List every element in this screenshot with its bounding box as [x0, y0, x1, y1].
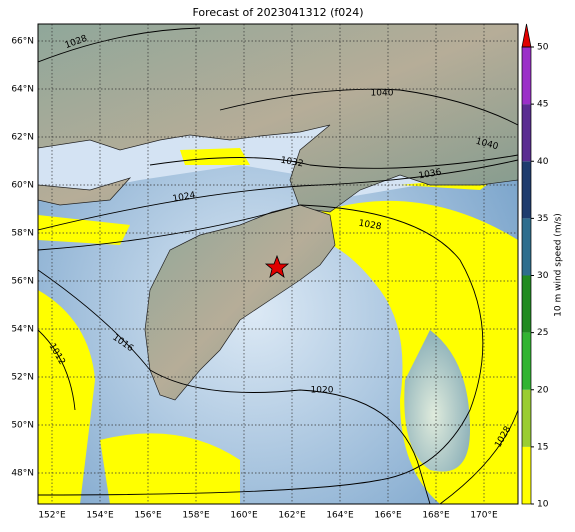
colorbar-tick-label: 30	[537, 271, 549, 281]
map-frame	[37, 23, 519, 505]
lat-label: 60°N	[11, 181, 34, 191]
lon-label: 162°E	[278, 511, 306, 521]
colorbar-segment	[522, 446, 531, 504]
colorbar-tick-label: 25	[537, 328, 548, 338]
isobar-label: 1028	[358, 219, 383, 233]
lon-label: 158°E	[182, 511, 210, 521]
lon-label: 164°E	[326, 511, 354, 521]
wind-area	[100, 433, 240, 504]
lon-label: 156°E	[134, 511, 162, 521]
lon-label: 160°E	[230, 511, 258, 521]
lat-label: 52°N	[11, 373, 34, 383]
isobar-label: 1032	[280, 156, 304, 170]
lon-label: 152°E	[38, 511, 66, 521]
colorbar-segment	[522, 104, 531, 162]
mainland	[38, 24, 518, 213]
colorbar-extend	[521, 23, 532, 48]
isobar-label: 1020	[311, 386, 334, 396]
colorbar-segment	[522, 332, 531, 390]
title: Forecast of 2023041312 (f024)	[192, 6, 363, 19]
lon-label: 170°E	[470, 511, 498, 521]
colorbar-tick-label: 10	[537, 500, 549, 510]
lat-label: 66°N	[11, 37, 34, 47]
isobars	[38, 27, 518, 504]
lat-label: 50°N	[11, 421, 34, 431]
location-star	[264, 254, 290, 278]
lat-label: 56°N	[11, 277, 34, 287]
colorbar-label: 10 m wind speed (m/s)	[554, 213, 564, 317]
colorbar-tick-label: 40	[537, 157, 549, 167]
kamchatka	[144, 204, 336, 401]
isobar-label: 1036	[418, 168, 443, 182]
colorbar-tick-label: 35	[537, 214, 548, 224]
lat-label: 54°N	[11, 325, 34, 335]
colorbar-tick-label: 50	[537, 43, 549, 53]
isobar-label: 1040	[371, 89, 394, 99]
lon-label: 168°E	[422, 511, 450, 521]
lat-label: 64°N	[11, 85, 34, 95]
isobar-label: 1024	[172, 191, 197, 205]
graticule	[38, 24, 518, 504]
lon-label: 154°E	[86, 511, 114, 521]
colorbar-segment	[522, 218, 531, 276]
lat-label: 62°N	[11, 133, 34, 143]
colorbar-segment	[522, 47, 531, 105]
lat-label: 48°N	[11, 469, 34, 479]
colorbar-segment	[522, 275, 531, 333]
colorbar-tick-label: 20	[537, 385, 549, 395]
colorbar-segment	[522, 161, 531, 219]
wind-area	[38, 148, 500, 245]
colorbar-segment	[522, 389, 531, 447]
colorbar-tick-label: 15	[537, 442, 548, 452]
colorbar-tick-label: 45	[537, 100, 548, 110]
lon-label: 166°E	[374, 511, 402, 521]
lat-label: 58°N	[11, 229, 34, 239]
